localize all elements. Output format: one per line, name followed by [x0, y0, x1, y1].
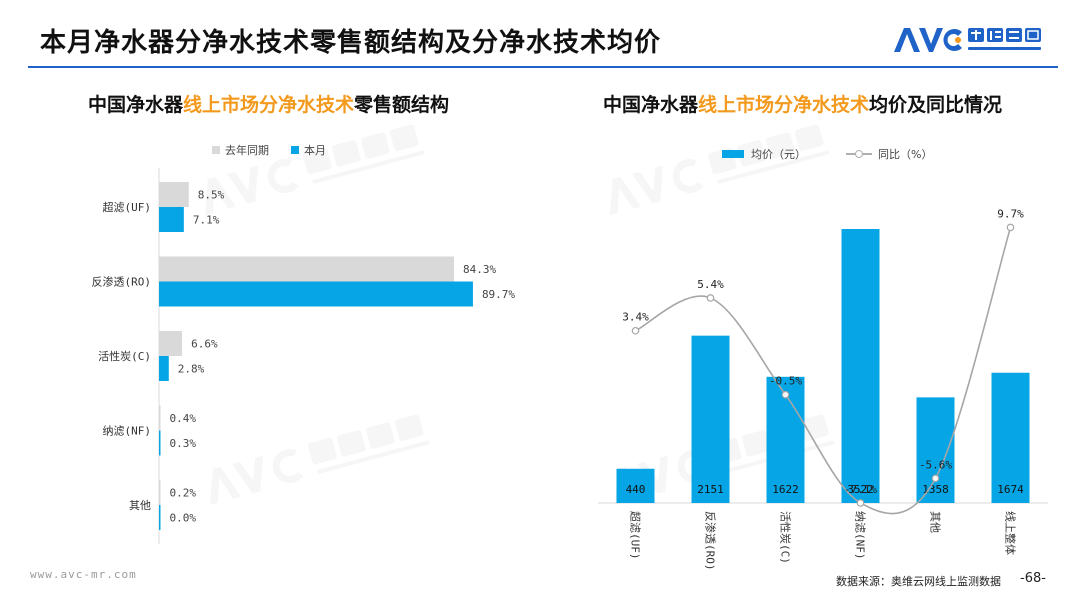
left-category-label: 活性炭(C) — [98, 349, 151, 363]
page-number: -68- — [1020, 571, 1046, 586]
right-yoy-point — [631, 326, 640, 335]
left-category-label: 反渗透(RO) — [92, 275, 152, 289]
left-data-label: 2.8% — [178, 363, 205, 376]
left-data-label: 0.4% — [170, 412, 197, 425]
right-title-highlight: 线上市场分净水技术 — [698, 94, 870, 116]
right-bar-value: 440 — [626, 483, 646, 496]
right-bar-price — [691, 335, 730, 503]
right-yoy-point — [781, 390, 790, 399]
right-category-label: 活性炭(C) — [779, 511, 793, 564]
left-bar-prior — [159, 405, 161, 431]
right-title-pre: 中国净水器 — [603, 94, 699, 116]
right-category-label: 反渗透(RO) — [704, 511, 718, 571]
right-category-label: 纳滤(NF) — [854, 511, 867, 560]
left-category-label: 超滤(UF) — [103, 200, 152, 214]
left-category-label: 其他 — [129, 499, 151, 512]
left-data-label: 6.6% — [191, 338, 218, 351]
left-bar-current — [159, 281, 473, 307]
right-bar-price — [841, 229, 880, 503]
right-yoy-point — [931, 474, 940, 483]
left-bar-prior — [159, 182, 189, 207]
legend-swatch-price — [722, 150, 744, 158]
right-bar-value: 1358 — [922, 483, 949, 496]
right-bar-price — [616, 468, 655, 503]
left-bar-current — [159, 207, 184, 232]
right-yoy-point — [706, 294, 715, 302]
left-data-label: 0.0% — [170, 512, 197, 525]
right-yoy-label: -7.1% — [844, 483, 877, 496]
left-category-label: 纳滤(NF) — [103, 425, 152, 438]
right-bar-value: 2151 — [697, 483, 724, 496]
left-data-label: 0.2% — [170, 487, 197, 500]
left-legend: 去年同期 本月 — [212, 142, 326, 158]
legend-swatch-yoy — [846, 149, 872, 159]
right-category-label: 线上整体 — [1004, 511, 1018, 555]
legend-label-current: 本月 — [304, 144, 326, 157]
right-yoy-point — [1006, 223, 1015, 232]
legend-label-yoy: 同比（%） — [878, 148, 933, 161]
left-data-label: 7.1% — [193, 214, 220, 227]
legend-swatch-current — [291, 146, 299, 154]
right-category-label: 超滤(UF) — [629, 511, 643, 560]
right-yoy-label: 9.7% — [997, 207, 1024, 220]
right-title-post: 均价及同比情况 — [869, 94, 1003, 116]
legend-swatch-prior — [212, 146, 220, 154]
left-data-label: 0.3% — [170, 437, 197, 450]
right-bar-value: 3522 — [847, 483, 874, 496]
right-yoy-label: 5.4% — [697, 278, 724, 291]
right-legend: 均价（元） 同比（%） — [722, 146, 932, 162]
data-source: 数据来源：奥维云网线上监测数据 — [836, 575, 1001, 588]
right-chart-title: 中国净水器线上市场分净水技术均价及同比情况 — [603, 90, 1002, 117]
left-data-label: 8.5% — [198, 189, 225, 202]
left-bar-current — [159, 356, 169, 381]
right-bar-value: 1674 — [997, 483, 1024, 496]
left-title-highlight: 线上市场分净水技术 — [183, 94, 355, 116]
left-data-label: 84.3% — [463, 263, 496, 276]
right-yoy-label: -5.6% — [919, 458, 952, 471]
left-bar-chart: 超滤(UF) 8.5% 7.1% 反渗透(RO) 84.3% 89.7% 活性炭(C) 6.6… — [92, 168, 515, 544]
left-title-post: 零售额结构 — [354, 94, 450, 116]
left-bar-prior — [159, 480, 161, 505]
right-yoy-label: 3.4% — [622, 311, 649, 324]
left-title-pre: 中国净水器 — [88, 94, 184, 116]
legend-label-price: 均价（元） — [751, 148, 806, 161]
left-bar-prior — [159, 331, 183, 356]
left-bar-prior — [159, 256, 455, 282]
right-yoy-label: -0.5% — [769, 375, 802, 388]
left-chart-title: 中国净水器线上市场分净水技术零售额结构 — [88, 90, 449, 117]
legend-label-prior: 去年同期 — [225, 144, 269, 157]
left-bar-current — [159, 505, 161, 530]
title-rule — [28, 66, 1058, 68]
right-bar-value: 1622 — [772, 483, 799, 496]
avc-logo — [894, 28, 1041, 52]
website-url: www.avc-mr.com — [30, 568, 137, 581]
page-title: 本月净水器分净水技术零售额结构及分净水技术均价 — [40, 28, 662, 58]
left-bar-current — [159, 430, 161, 456]
right-category-label: 其他 — [929, 511, 942, 533]
left-data-label: 89.7% — [482, 288, 515, 301]
right-yoy-point — [856, 499, 865, 507]
right-combo-chart: 440 超滤(UF) 2151 反渗透(RO) 1622 活性炭(C) 3522 纳滤(NF)… — [598, 207, 1048, 571]
right-bar-price — [991, 372, 1030, 503]
